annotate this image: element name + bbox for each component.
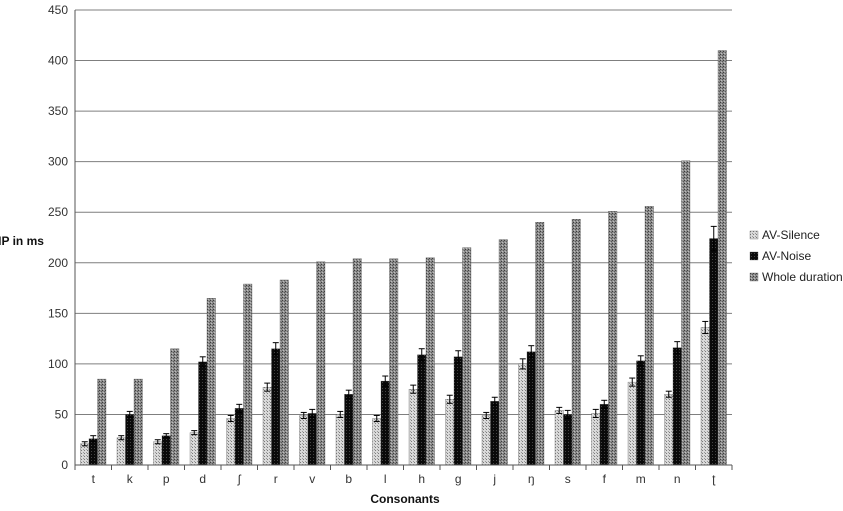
bar-whole-duration [535,222,545,466]
y-tick-label: 300 [48,155,68,169]
legend-label: Whole duration [762,270,843,284]
bar-av-noise [672,347,682,466]
y-axis-title: IP in ms [0,234,44,248]
x-tick-label: f [603,472,607,486]
bar-whole-duration [279,279,289,466]
bar-av-silence [700,327,710,466]
bar-av-silence [518,363,528,466]
bar-av-noise [198,361,208,466]
x-tick-label: ʃ [237,472,242,486]
x-tick-label: ʈ [712,472,716,486]
y-tick-label: 150 [48,306,68,320]
y-tick-label: 450 [48,3,68,17]
y-tick-label: 50 [55,407,69,421]
x-tick-label: h [418,472,425,486]
x-tick-label: n [674,472,681,486]
x-tick-label: ŋ [528,472,535,486]
bar-whole-duration [243,283,253,466]
bar-av-noise [490,401,500,466]
bar-whole-duration [462,247,472,466]
bar-av-noise [307,413,317,466]
bar-av-silence [664,394,674,466]
bar-av-silence [591,413,601,466]
bar-whole-duration [644,206,654,466]
x-tick-label: r [274,472,278,486]
legend-swatch [749,251,759,261]
x-tick-label: l [384,472,387,486]
bar-whole-duration [571,219,581,466]
x-axis-title: Consonants [370,492,440,506]
bar-whole-duration [717,50,727,466]
bar-av-noise [344,394,354,466]
bar-series [80,50,727,466]
bar-av-silence [80,443,90,466]
bar-av-noise [161,435,171,466]
x-tick-label: v [309,472,315,486]
y-tick-label: 250 [48,205,68,219]
y-tick-label: 400 [48,54,68,68]
x-tick-label: g [455,472,462,486]
bar-whole-duration [498,239,508,466]
x-tick-label: b [345,472,352,486]
bar-av-silence [372,418,382,466]
bar-av-silence [445,399,455,466]
y-tick-labels: 0 50 100 150 200 250 300 350 400 450 [48,3,68,472]
y-tick-label: 200 [48,256,68,270]
bar-av-silence [481,415,491,466]
bar-av-silence [189,432,199,466]
bar-av-silence [335,414,345,466]
bar-whole-duration [389,258,399,466]
bar-whole-duration [352,258,362,466]
bar-av-noise [417,354,427,466]
y-tick-label: 0 [61,458,68,472]
legend-label: AV-Noise [762,249,811,263]
bar-av-silence [153,441,163,466]
bar-whole-duration [425,257,435,466]
bar-av-silence [116,437,126,466]
y-tick-label: 100 [48,357,68,371]
bar-av-noise [636,360,646,466]
legend-swatch [749,230,759,240]
bar-av-noise [380,380,390,466]
bar-whole-duration [681,160,691,466]
bar-av-silence [627,381,637,466]
bar-whole-duration [206,298,216,466]
bar-av-noise [234,408,244,466]
bar-av-noise [453,356,463,466]
x-tick-label: k [127,472,134,486]
bar-whole-duration [608,211,618,466]
bar-av-noise [88,438,98,466]
bar-whole-duration [170,348,180,466]
bar-av-silence [554,410,564,466]
x-tick-label: m [636,472,646,486]
x-tick-label: j [492,472,496,486]
legend-label: AV-Silence [762,228,820,242]
bar-av-silence [408,389,418,466]
bar-av-noise [125,414,135,466]
x-tick-label: p [163,472,170,486]
y-tick-label: 350 [48,104,68,118]
gridlines [75,9,732,466]
bar-av-noise [526,351,536,466]
bar-whole-duration [316,261,326,466]
bar-whole-duration [97,378,107,466]
bar-av-silence [299,415,309,466]
bar-av-noise [563,414,573,466]
bar-av-silence [226,418,236,466]
legend-swatch [749,272,759,282]
bar-av-noise [599,404,609,466]
bar-av-noise [709,238,719,466]
x-tick-label: d [199,472,206,486]
bar-av-silence [262,386,272,466]
bar-whole-duration [133,378,143,466]
x-tick-label: s [565,472,571,486]
legend: AV-Silence AV-Noise Whole duration [749,228,843,284]
x-tick-label: t [92,472,96,486]
bar-av-noise [271,348,281,466]
